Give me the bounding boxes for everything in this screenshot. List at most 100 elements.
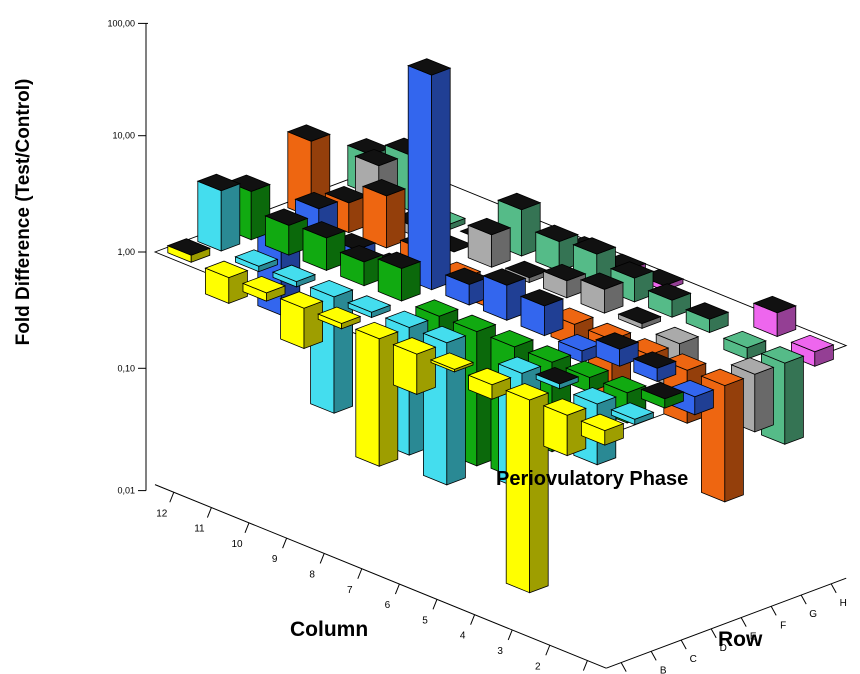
- bar-top-face: [722, 330, 767, 349]
- bar-E-10: [361, 178, 407, 249]
- bar-top-face: [339, 245, 384, 263]
- x-axis-label: Column: [290, 618, 369, 641]
- chart-title: Periovulatory Phase: [496, 468, 689, 490]
- bar-H-1: [790, 334, 835, 367]
- column-tick: [582, 660, 588, 671]
- bar-top-face: [204, 260, 249, 279]
- bar-A-11: [204, 260, 249, 304]
- bar-top-face: [241, 275, 287, 294]
- bar-side-face: [385, 188, 406, 249]
- bar-A-2: [542, 398, 587, 457]
- bar-side-face: [303, 300, 324, 350]
- y-tick-label: 10,00: [112, 131, 135, 141]
- bar-D-3: [595, 332, 640, 367]
- column-axis-line: [154, 484, 607, 669]
- row-tick: [710, 628, 717, 639]
- bar-A-10: [241, 275, 287, 302]
- bar-top-face: [196, 173, 241, 192]
- bar-D-7: [444, 267, 489, 306]
- bar-front-face: [505, 389, 530, 594]
- bar-D-8: [407, 58, 452, 291]
- bar-top-face: [407, 58, 452, 76]
- column-tick-label: 4: [460, 631, 466, 642]
- bar-top-face: [610, 402, 655, 420]
- bar-top-face: [414, 299, 459, 317]
- bar-top-face: [535, 366, 580, 385]
- bar-top-face: [655, 326, 700, 345]
- bar-front-face: [355, 328, 380, 467]
- bar-top-face: [301, 221, 347, 239]
- row-tick: [620, 662, 627, 672]
- bar-top-face: [632, 351, 677, 369]
- bar-D-5: [519, 289, 565, 337]
- row-tick: [830, 583, 837, 594]
- column-tick: [470, 614, 476, 625]
- bar-top-face: [602, 375, 647, 394]
- row-tick: [680, 639, 687, 650]
- bar-side-face: [784, 355, 804, 445]
- row-tick-label: G: [809, 609, 817, 620]
- bar-top-face: [317, 306, 362, 324]
- bar-A-9: [279, 291, 324, 350]
- bar-top-face: [354, 148, 399, 167]
- bar-top-face: [234, 249, 279, 267]
- bar-G-2: [722, 330, 767, 360]
- bar-top-face: [489, 329, 535, 348]
- bar-top-face: [392, 337, 437, 355]
- column-tick: [244, 522, 250, 534]
- bar-A-6: [392, 337, 437, 395]
- bar-C-8: [377, 251, 422, 302]
- bar-top-face: [542, 398, 587, 416]
- bar-top-face: [505, 383, 550, 401]
- bar-top-face: [467, 217, 512, 236]
- bar-top-face: [384, 310, 429, 328]
- row-tick: [740, 617, 747, 627]
- column-tick: [169, 492, 175, 503]
- bar-top-face: [497, 192, 542, 211]
- bar-G-7: [534, 224, 579, 272]
- column-tick: [282, 537, 288, 549]
- row-tick-label: B: [660, 665, 667, 674]
- row-tick-label: E: [750, 632, 757, 643]
- bar-top-face: [422, 325, 467, 344]
- bar-side-face: [431, 67, 451, 291]
- bar-top-face: [452, 314, 497, 333]
- column-tick: [507, 629, 513, 641]
- bar-B-10: [271, 264, 317, 288]
- row-tick-label: D: [720, 643, 727, 654]
- row-tick: [770, 606, 777, 616]
- bar-D-6: [482, 268, 527, 321]
- bar-top-face: [264, 208, 309, 226]
- bar-top-face: [760, 346, 805, 364]
- column-tick-label: 9: [272, 554, 278, 565]
- bar-top-face: [685, 302, 730, 320]
- row-tick-label: C: [690, 654, 697, 665]
- column-tick: [357, 568, 363, 579]
- bar-B-3: [535, 366, 580, 390]
- chart-bars: [166, 58, 835, 594]
- bar-front-face: [407, 65, 433, 291]
- bar-top-face: [519, 289, 565, 307]
- row-axis-label: Row: [718, 628, 763, 651]
- bar-top-face: [640, 381, 685, 400]
- bar-top-face: [609, 261, 655, 279]
- bar-front-face: [197, 180, 222, 252]
- bar-B-11: [234, 249, 279, 273]
- bar-C-9: [339, 245, 384, 287]
- column-tick-label: 7: [347, 585, 353, 596]
- bar-top-face: [534, 224, 579, 243]
- row-tick-label: H: [840, 598, 847, 609]
- bar-top-face: [580, 413, 625, 432]
- bar-top-face: [565, 360, 610, 378]
- column-tick-label: 8: [309, 569, 315, 580]
- y-axis-label: Fold Difference (Test/Control): [13, 78, 34, 346]
- bar-top-face: [286, 124, 331, 142]
- row-axis-line: [606, 577, 847, 669]
- bar-top-face: [700, 368, 745, 387]
- bar-top-face: [572, 387, 617, 405]
- bar-top-face: [279, 291, 324, 309]
- bar-top-face: [647, 283, 692, 301]
- bar-top-face: [354, 321, 399, 340]
- bar-top-face: [467, 367, 512, 386]
- bar-top-face: [572, 237, 617, 255]
